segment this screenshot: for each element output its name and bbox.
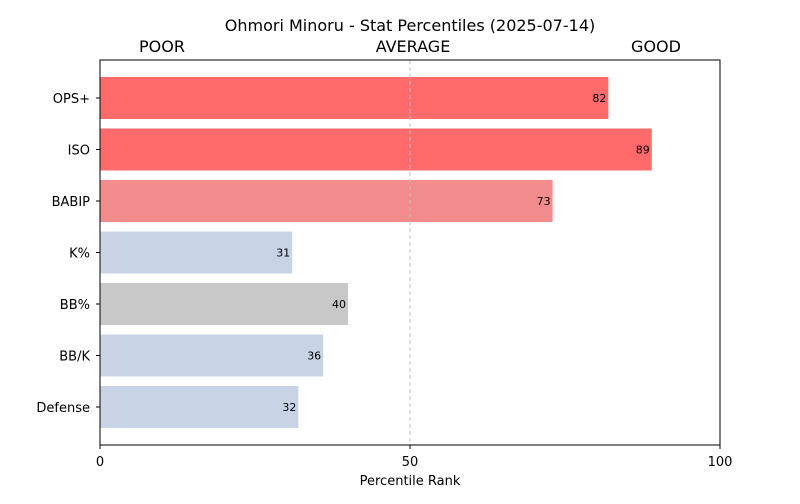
value-label-bb: 40	[332, 298, 346, 311]
bar-bb	[100, 283, 348, 325]
x-tick-label-2: 100	[708, 455, 733, 470]
value-label-iso: 89	[636, 144, 650, 157]
band-label-poor: POOR	[139, 37, 185, 56]
value-label-k: 31	[276, 247, 290, 260]
bars-layer: 82 89 73 31 40 36 32	[100, 77, 652, 428]
bar-iso	[100, 128, 652, 171]
axis-layer: OPS+ ISO BABIP K% BB% BB/K Defense 0 50 100	[36, 92, 732, 470]
bar-babip	[100, 180, 553, 222]
y-tick-label-bb-k: BB/K	[59, 350, 90, 365]
bar-ops	[100, 77, 609, 119]
value-label-bb-k: 36	[307, 350, 321, 363]
y-tick-label-defense: Defense	[36, 401, 90, 416]
bar-defense	[100, 386, 299, 428]
y-tick-label-bb: BB%	[60, 298, 90, 313]
band-label-good: GOOD	[631, 37, 681, 56]
bar-k	[100, 231, 293, 274]
value-label-babip: 73	[537, 195, 551, 208]
x-tick-label-0: 0	[96, 455, 104, 470]
x-axis-label: Percentile Rank	[360, 474, 461, 489]
x-tick-label-1: 50	[402, 455, 419, 470]
y-tick-label-iso: ISO	[68, 144, 90, 159]
bar-bb-k	[100, 334, 324, 377]
value-label-ops: 82	[592, 92, 606, 105]
y-tick-label-k: K%	[69, 247, 90, 262]
chart-title: Ohmori Minoru - Stat Percentiles (2025-0…	[225, 16, 595, 35]
y-tick-label-babip: BABIP	[52, 195, 91, 210]
value-label-defense: 32	[282, 401, 296, 414]
band-label-average: AVERAGE	[376, 37, 451, 56]
y-tick-label-ops: OPS+	[53, 92, 90, 107]
